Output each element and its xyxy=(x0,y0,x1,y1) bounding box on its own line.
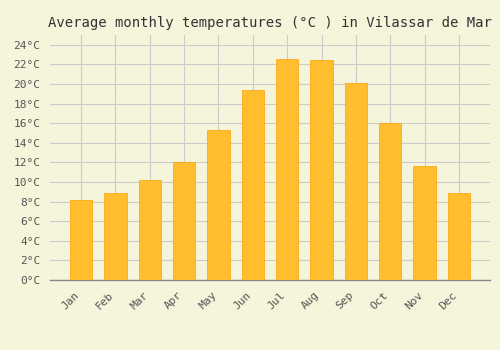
Bar xyxy=(310,60,332,280)
Bar xyxy=(344,83,367,280)
Bar xyxy=(276,58,298,280)
Bar xyxy=(104,193,126,280)
Bar xyxy=(448,193,470,280)
Bar xyxy=(173,162,196,280)
Bar xyxy=(242,90,264,280)
Bar xyxy=(414,166,436,280)
Bar xyxy=(138,180,161,280)
Bar xyxy=(379,123,402,280)
Bar xyxy=(70,199,92,280)
Title: Average monthly temperatures (°C ) in Vilassar de Mar: Average monthly temperatures (°C ) in Vi… xyxy=(48,16,492,30)
Bar xyxy=(208,130,230,280)
